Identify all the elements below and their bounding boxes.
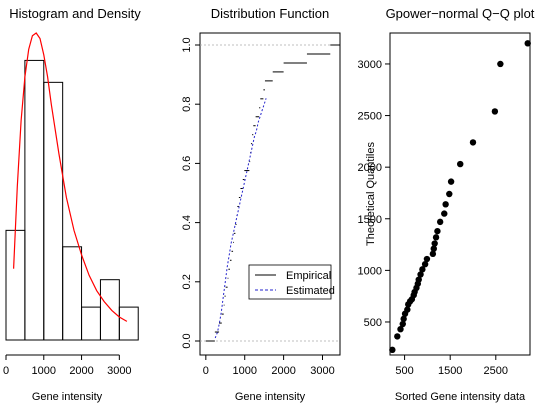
y-tick-label: 0.4: [181, 215, 193, 230]
qq-title: Gpower−normal Q−Q plot: [386, 6, 535, 21]
qq-point: [421, 260, 429, 268]
x-axis-label: Gene intensity: [235, 391, 306, 403]
qq-point: [431, 240, 438, 247]
x-axis-label: Gene intensity: [32, 391, 103, 403]
qq-point: [429, 250, 437, 258]
qq-point: [442, 201, 449, 208]
x-tick-label: 1000: [32, 365, 56, 377]
qq-point: [457, 160, 464, 168]
legend-box: [248, 264, 332, 300]
histogram-density-panel: Histogram and Density 0 1000 2000 3000 Gene…: [3, 6, 141, 403]
y-tick-label: 1000: [358, 265, 382, 277]
y-tick-label: 1.0: [181, 37, 193, 52]
histogram-bar: [81, 306, 101, 341]
qq-point: [432, 234, 440, 241]
qq-point: [469, 139, 477, 146]
qq-point: [447, 178, 455, 185]
y-tick-label: 2000: [358, 162, 382, 174]
distribution-title: Distribution Function: [211, 6, 330, 21]
y-tick-label: 0.0: [181, 333, 193, 348]
y-axis-label: Theoretical Quantiles: [365, 142, 377, 246]
qq-point: [397, 325, 404, 333]
histogram-bar: [24, 59, 45, 341]
x-tick-label: 2000: [271, 365, 295, 377]
x-tick-label: 500: [395, 365, 413, 377]
x-tick-label: 2500: [484, 365, 508, 377]
legend-estimated-label: Estimated: [286, 285, 335, 297]
histogram-bar: [118, 306, 139, 341]
y-tick-label: 500: [364, 317, 382, 329]
legend: Empirical Estimated: [248, 264, 335, 300]
plot-box: [389, 32, 531, 356]
qq-point: [524, 40, 531, 47]
qq-point: [497, 60, 504, 68]
qq-point: [446, 190, 453, 198]
qq-point: [491, 108, 499, 115]
x-tick-label: 2000: [69, 365, 93, 377]
qq-point: [430, 245, 437, 252]
plot-box: [199, 32, 341, 356]
y-tick-label: 0.8: [181, 97, 193, 112]
qq-point: [415, 276, 422, 283]
qq-point: [441, 210, 448, 217]
distribution-function-panel: Distribution Function 0.0 0.2 0.4 0.6 0.8 1.0…: [181, 6, 341, 403]
histogram-bar: [5, 229, 26, 341]
x-tick-label: 1500: [438, 365, 462, 377]
qq-point: [436, 218, 444, 226]
qq-point: [400, 315, 407, 323]
y-tick-label: 0.6: [181, 156, 193, 171]
qq-point: [417, 271, 424, 278]
histogram-bar: [43, 81, 64, 341]
histogram-title: Histogram and Density: [9, 6, 141, 21]
x-tick-label: 0: [203, 365, 209, 377]
y-tick-label: 2500: [358, 111, 382, 123]
legend-empirical-label: Empirical: [286, 270, 331, 282]
qq-point: [404, 306, 411, 313]
qq-point: [434, 227, 441, 235]
x-tick-label: 3000: [107, 365, 131, 377]
y-tick-label: 1500: [358, 214, 382, 226]
estimated-curve: [214, 98, 267, 339]
qq-point: [419, 266, 426, 273]
y-tick-label: 3000: [358, 59, 382, 71]
x-tick-label: 1000: [232, 365, 256, 377]
qq-plot-panel: Gpower−normal Q−Q plot 500 1000 1500 2000 25…: [358, 6, 535, 403]
density-curve: [13, 32, 128, 322]
x-tick-label: 3000: [310, 365, 334, 377]
x-axis-label: Sorted Gene intensity data: [395, 391, 526, 403]
qq-point: [389, 346, 396, 354]
y-tick-label: 0.2: [181, 274, 193, 289]
histogram-bar: [62, 246, 83, 341]
qq-point: [394, 333, 401, 340]
qq-point: [423, 255, 431, 263]
histogram-bar: [99, 279, 120, 341]
x-tick-label: 0: [3, 365, 9, 377]
qq-point: [399, 320, 406, 328]
